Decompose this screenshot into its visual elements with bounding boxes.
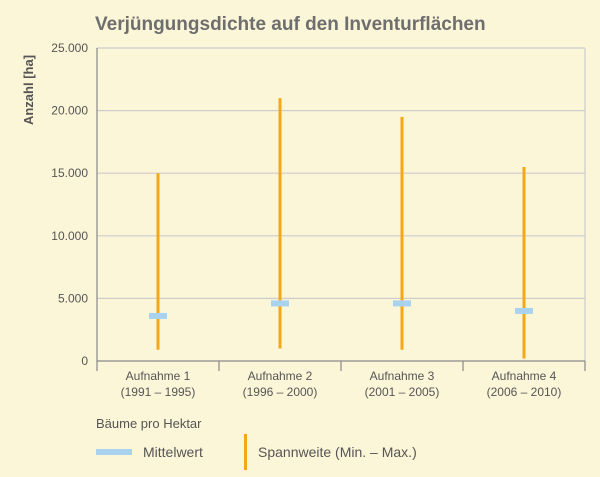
- mean-marker: [393, 300, 411, 307]
- x-tick-label: Aufnahme 2: [248, 369, 313, 383]
- legend-title: Bäume pro Hektar: [96, 416, 202, 431]
- chart-title: Verjüngungsdichte auf den Inventurfläche…: [95, 14, 486, 35]
- legend-mean-swatch: [96, 449, 132, 455]
- legend-range-label: Spannweite (Min. – Max.): [258, 444, 417, 460]
- y-axis-label: Anzahl [ha]: [21, 55, 36, 125]
- y-tick-label: 20.000: [51, 104, 88, 118]
- x-tick-label: (2006 – 2010): [487, 385, 562, 399]
- x-tick-label: Aufnahme 1: [126, 369, 191, 383]
- y-tick-label: 0: [81, 354, 88, 368]
- mean-marker: [149, 312, 167, 319]
- grid: [97, 47, 585, 299]
- y-tick-label: 25.000: [51, 41, 88, 55]
- x-tick-label: Aufnahme 4: [492, 369, 557, 383]
- axes: 0 5.000 10.000 15.000 20.000 25.000 Aufnahme 1…: [51, 41, 586, 399]
- legend-mean-label: Mittelwert: [143, 444, 203, 460]
- x-tick-label: Aufnahme 3: [370, 369, 435, 383]
- mean-marker: [271, 300, 289, 307]
- legend-range-swatch: [244, 434, 247, 470]
- y-tick-label: 10.000: [51, 229, 88, 243]
- marks: [149, 98, 533, 359]
- y-tick-label: 15.000: [51, 166, 88, 180]
- x-tick-label: (1991 – 1995): [121, 385, 196, 399]
- x-tick-label: (2001 – 2005): [365, 385, 440, 399]
- legend: Bäume pro Hektar Mittelwert Spannweite (…: [96, 416, 417, 470]
- y-tick-label: 5.000: [58, 291, 88, 305]
- x-tick-label: (1996 – 2000): [243, 385, 318, 399]
- mean-marker: [515, 307, 533, 314]
